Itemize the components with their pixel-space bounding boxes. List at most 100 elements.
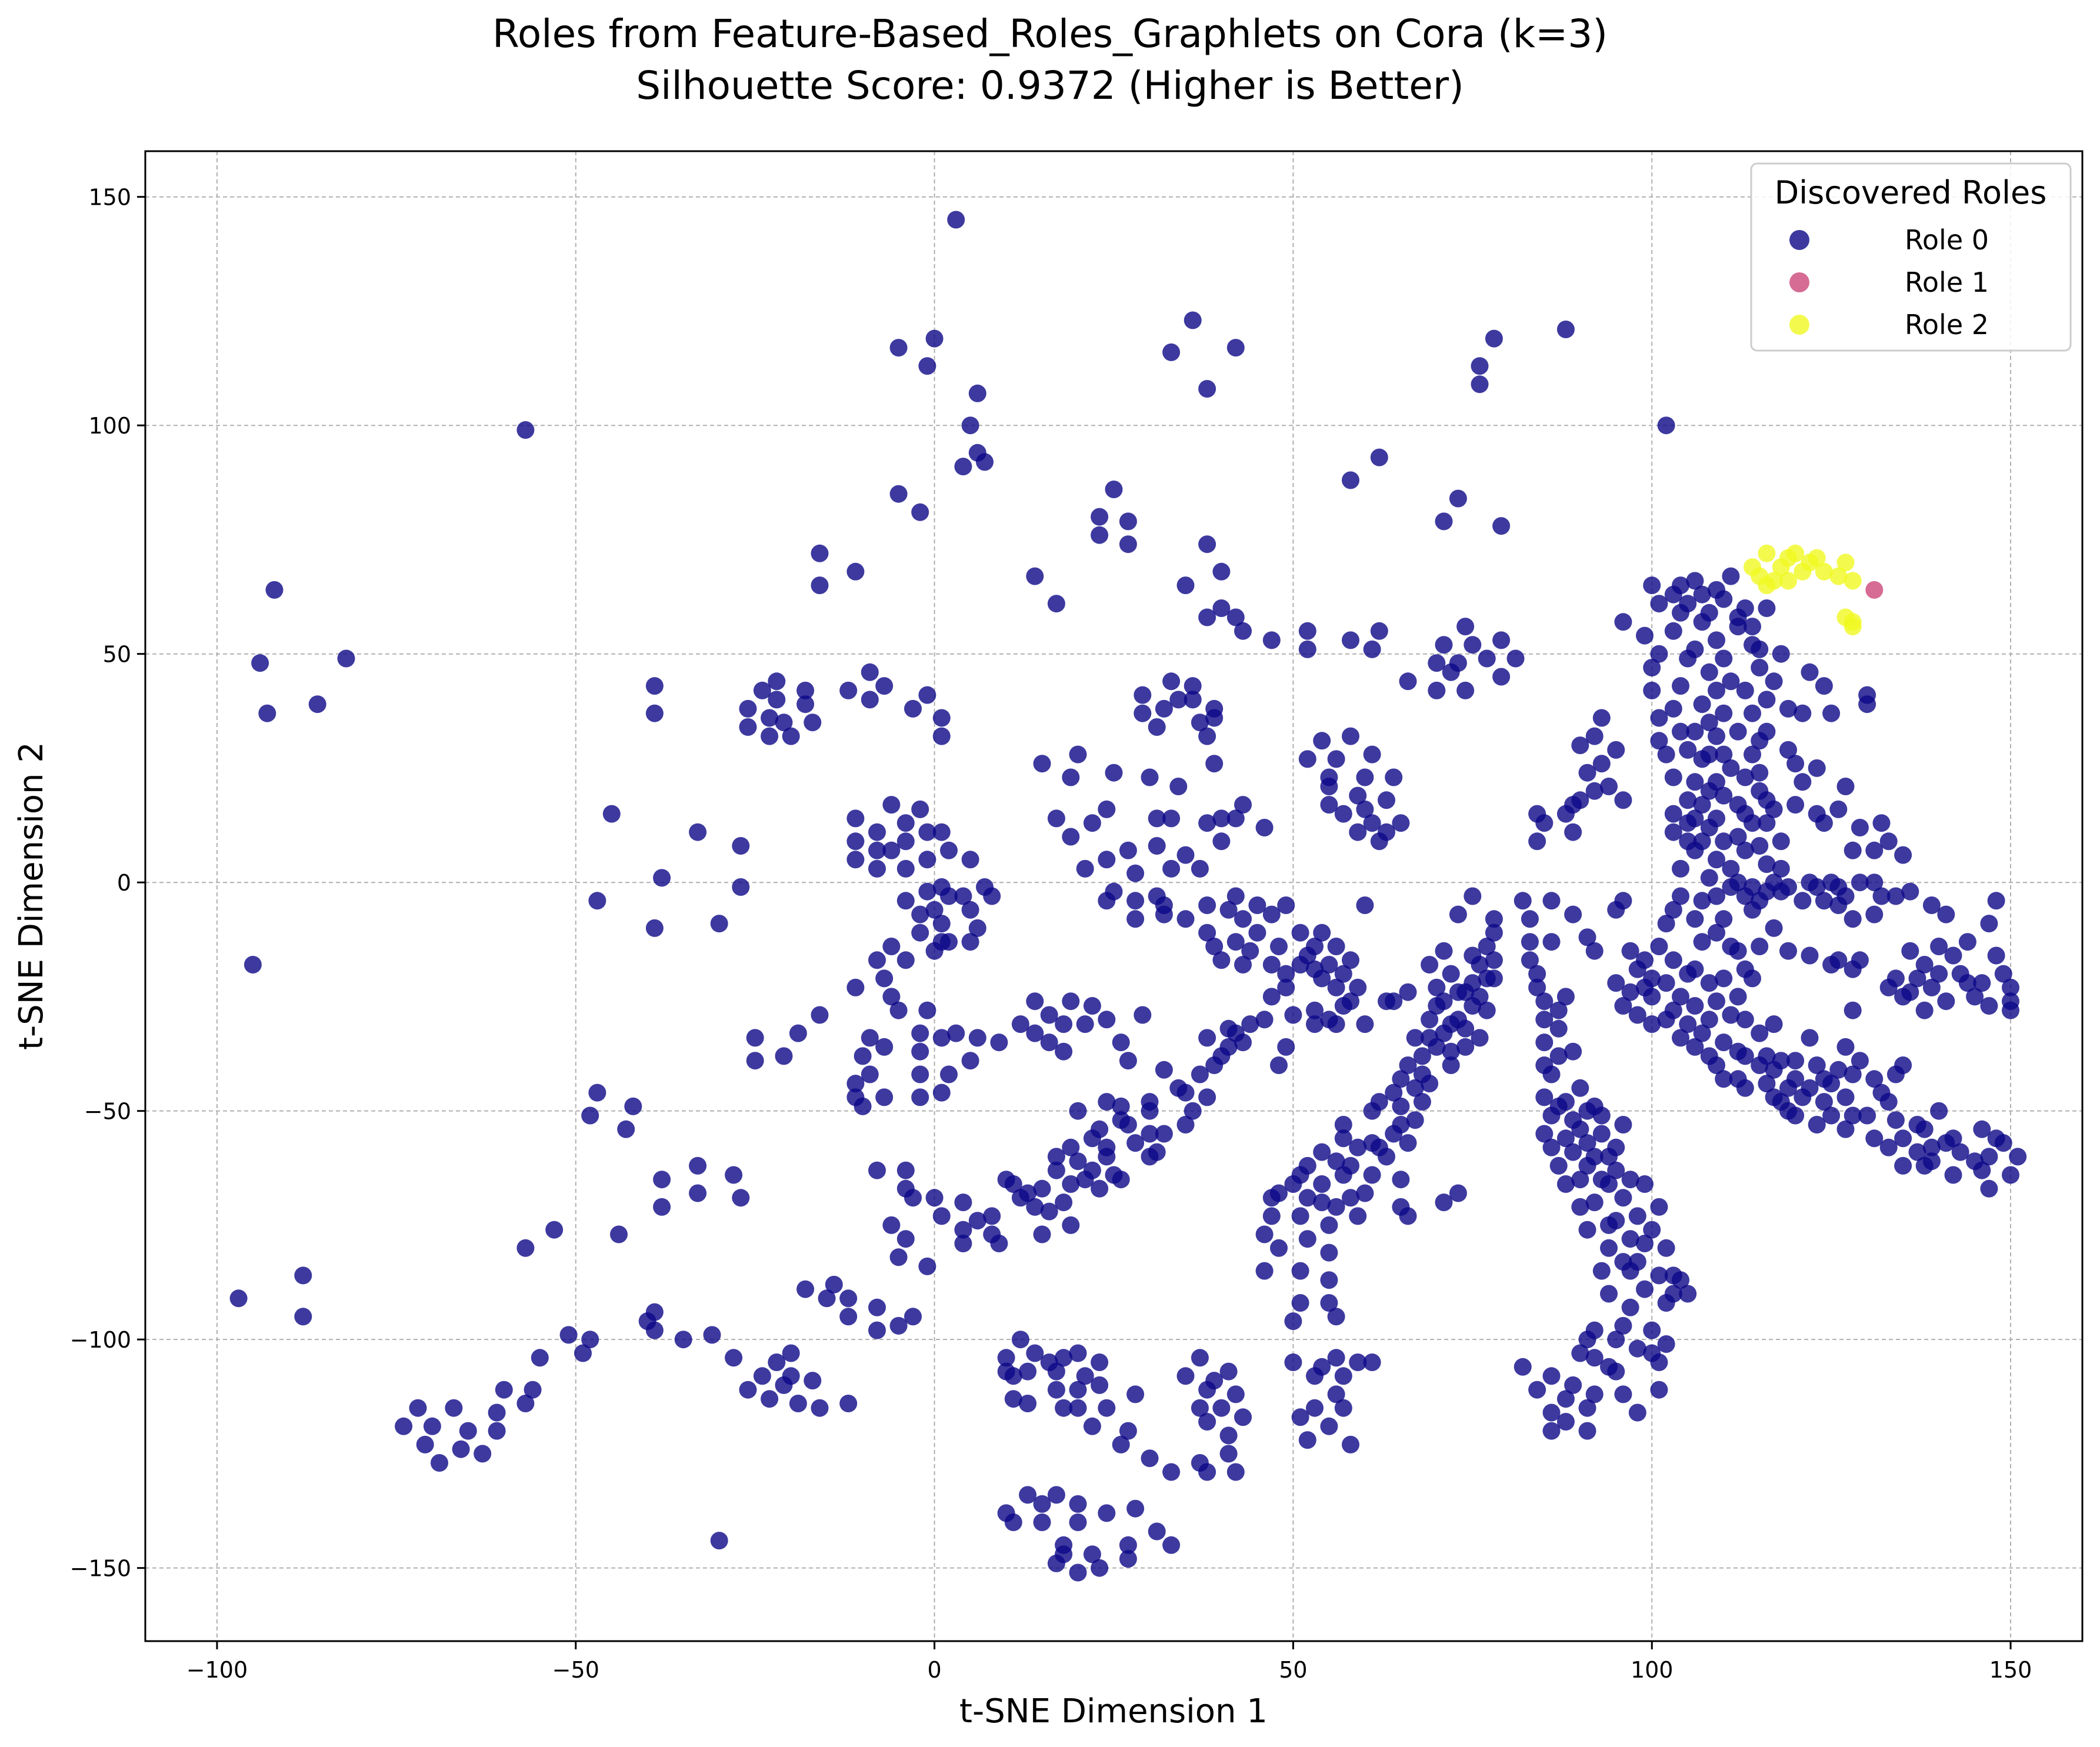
data-point-role-0	[1650, 938, 1668, 955]
data-point-role-0	[1270, 1056, 1288, 1074]
data-point-role-0	[1320, 1216, 1338, 1234]
data-point-role-0	[839, 681, 858, 699]
data-point-role-0	[1004, 1367, 1022, 1385]
data-point-role-0	[861, 1065, 879, 1083]
data-point-role-0	[1091, 1376, 1109, 1394]
data-point-role-0	[524, 1381, 542, 1399]
data-point-role-0	[1578, 1221, 1596, 1239]
data-point-role-0	[1607, 1362, 1625, 1381]
data-point-role-0	[1886, 1111, 1905, 1129]
data-point-role-0	[1162, 1463, 1181, 1481]
data-point-role-0	[1643, 659, 1661, 676]
data-point-role-0	[1815, 677, 1833, 695]
data-point-role-0	[1679, 1285, 1697, 1303]
data-point-role-0	[1973, 1161, 1991, 1179]
data-point-role-0	[1657, 416, 1675, 435]
data-point-role-0	[1112, 1097, 1130, 1115]
data-point-role-0	[1693, 1024, 1711, 1042]
data-point-role-0	[1141, 1449, 1159, 1468]
data-point-role-0	[1162, 343, 1181, 361]
data-point-role-0	[846, 809, 865, 828]
data-point-role-0	[1564, 905, 1582, 923]
data-point-role-0	[1456, 1038, 1475, 1056]
data-point-role-0	[1091, 1179, 1109, 1198]
data-point-role-0	[968, 919, 986, 937]
data-point-role-0	[624, 1097, 642, 1115]
data-point-role-0	[1564, 823, 1582, 841]
data-point-role-0	[868, 841, 886, 859]
data-point-role-0	[1578, 1134, 1596, 1152]
data-point-role-0	[1449, 489, 1467, 508]
data-point-role-0	[1650, 1381, 1668, 1399]
data-point-role-0	[1320, 796, 1338, 814]
data-point-role-0	[1808, 759, 1826, 777]
data-point-role-0	[753, 1367, 771, 1385]
data-point-role-0	[1313, 1175, 1331, 1193]
data-point-role-0	[545, 1221, 564, 1239]
data-point-role-0	[1342, 992, 1359, 1011]
data-point-role-0	[811, 1006, 829, 1024]
data-point-role-0	[1715, 786, 1733, 805]
data-point-role-0	[1062, 768, 1080, 786]
data-point-role-0	[1248, 896, 1266, 914]
data-point-role-0	[1621, 1298, 1639, 1316]
data-point-role-0	[1219, 1426, 1238, 1445]
data-point-role-0	[1047, 1362, 1065, 1381]
data-point-role-0	[846, 832, 865, 851]
data-point-role-0	[1844, 841, 1862, 859]
data-point-role-0	[1722, 567, 1740, 585]
data-point-role-0	[1119, 1550, 1137, 1568]
data-point-role-0	[932, 1029, 951, 1047]
data-point-role-0	[918, 823, 936, 841]
data-point-role-0	[1614, 892, 1632, 910]
data-point-role-0	[1298, 1431, 1316, 1449]
data-point-role-0	[1083, 997, 1101, 1015]
data-point-role-0	[1614, 791, 1632, 809]
data-point-role-0	[1851, 1052, 1869, 1070]
data-point-role-0	[1226, 933, 1245, 951]
data-point-role-0	[1069, 745, 1087, 764]
data-point-role-0	[1169, 778, 1188, 795]
data-point-role-0	[1708, 992, 1725, 1011]
legend-label-role-0: Role 0	[1905, 224, 1989, 256]
data-point-role-0	[911, 1065, 929, 1083]
data-point-role-0	[868, 1161, 886, 1179]
data-point-role-0	[1141, 768, 1159, 786]
data-point-role-0	[1822, 1106, 1841, 1125]
data-point-role-0	[1664, 1001, 1682, 1019]
data-point-role-0	[1456, 1019, 1475, 1038]
data-point-role-0	[1040, 1033, 1058, 1052]
data-point-role-0	[1549, 1019, 1568, 1038]
data-point-role-0	[1686, 997, 1704, 1015]
data-point-role-0	[1255, 1011, 1274, 1029]
data-point-role-0	[1585, 1349, 1604, 1367]
data-point-role-0	[1886, 969, 1905, 988]
data-point-role-0	[1370, 448, 1388, 466]
data-point-role-0	[452, 1440, 470, 1458]
data-point-role-0	[1349, 823, 1367, 841]
data-point-role-0	[1406, 1079, 1424, 1097]
data-point-role-0	[1744, 969, 1761, 988]
data-point-role-0	[1212, 951, 1231, 969]
data-point-role-0	[889, 1001, 908, 1019]
data-point-role-0	[1801, 663, 1819, 681]
data-point-role-0	[796, 695, 815, 714]
data-point-role-0	[1442, 965, 1460, 983]
data-point-role-0	[1205, 938, 1224, 955]
data-point-role-0	[1356, 800, 1374, 818]
data-point-role-0	[1628, 1253, 1646, 1271]
data-point-role-0	[1226, 887, 1245, 905]
data-point-role-0	[1628, 1339, 1646, 1358]
data-point-role-0	[1686, 1038, 1704, 1056]
data-point-role-2	[1829, 567, 1848, 585]
data-point-role-0	[1442, 1042, 1460, 1061]
data-point-role-0	[1801, 1079, 1819, 1097]
data-point-role-0	[1320, 768, 1338, 786]
data-point-role-0	[1607, 1212, 1625, 1230]
data-point-role-0	[1987, 946, 2005, 965]
data-point-role-0	[1219, 1038, 1238, 1056]
data-point-role-0	[1535, 1011, 1554, 1029]
data-point-role-0	[1262, 905, 1281, 923]
data-point-role-0	[875, 1038, 894, 1056]
